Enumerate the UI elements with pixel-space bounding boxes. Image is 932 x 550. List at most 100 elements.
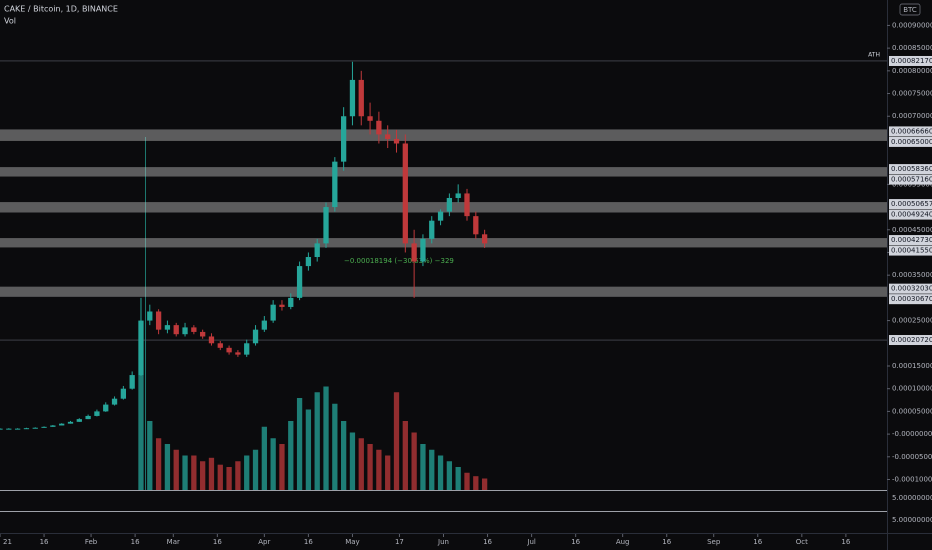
candle-body [191, 327, 197, 332]
volume-bar [464, 472, 470, 490]
level-label-box [889, 126, 932, 137]
level-label: 0.00065000 [891, 138, 932, 146]
x-tick-label: 16 [483, 538, 492, 546]
candle-body [226, 347, 232, 353]
level-label: 0.00066660 [891, 127, 932, 135]
volume-bar [323, 386, 329, 490]
candle-body [437, 211, 444, 221]
x-tick-label: Oct [796, 538, 808, 546]
candle-body [279, 304, 285, 307]
y-tick-label: 0.00015000 [892, 362, 932, 370]
volume-label: Vol [4, 17, 16, 26]
y-tick-label: 0.00085000 [892, 44, 932, 52]
candle-body [129, 375, 135, 389]
candle-body [393, 138, 400, 144]
volume-bar [252, 449, 259, 490]
currency[interactable]: BTC [903, 6, 917, 14]
zone [0, 238, 887, 248]
volume-bar [402, 421, 408, 490]
candle-body [14, 428, 21, 430]
candle-body [385, 134, 391, 139]
level-label: 0.00058360 [891, 165, 932, 173]
candle-body [111, 398, 118, 405]
y-tick-label: -0.00010000 [892, 476, 932, 484]
volume-bar [340, 421, 347, 490]
ath-label: ATH [868, 51, 880, 58]
level-label-box [889, 55, 932, 66]
volume-bar [191, 455, 197, 490]
candle-body [164, 325, 171, 330]
level-label: 0.00050657 [891, 200, 932, 208]
y-tick-label: -0.00005000 [892, 453, 932, 461]
candle-body [200, 331, 206, 337]
candle-body [411, 243, 417, 262]
candle-body [41, 426, 47, 428]
candle-body [120, 388, 127, 399]
level-label: 0.00042730 [891, 236, 932, 244]
candle-body [446, 197, 453, 212]
level-label-box [889, 174, 932, 185]
candle-body [208, 336, 215, 344]
x-tick-label: Feb [85, 538, 98, 546]
volume-bar [473, 476, 479, 490]
candle-body [473, 216, 479, 235]
volume-bar [279, 444, 285, 490]
level-label-box [889, 199, 932, 210]
x-tick-label: 16 [213, 538, 222, 546]
volume-bar [173, 449, 179, 490]
candle-body [67, 421, 74, 424]
candle-body [261, 320, 267, 330]
zone [0, 286, 887, 297]
candle-body [305, 257, 312, 267]
x-tick-label: 16 [662, 538, 671, 546]
volume-bar [164, 444, 171, 490]
volume-bar [429, 449, 435, 490]
candle-body [464, 193, 470, 217]
candle-body [59, 423, 65, 426]
y-tick-label: 0.00070000 [892, 112, 932, 120]
level-label: 0.00049240 [891, 211, 932, 219]
candle-body [340, 116, 347, 162]
candle-body [23, 428, 30, 430]
level-label: 0.00082170 [891, 57, 932, 65]
volume-bar [261, 426, 267, 490]
volume-bar [200, 461, 206, 490]
zone [0, 202, 887, 213]
volume-bar [147, 421, 153, 490]
level-label: 0.00020720 [891, 336, 932, 344]
y-tick-label: 0.00025000 [892, 317, 932, 325]
candle-body [288, 297, 294, 307]
level-label-box [889, 294, 932, 305]
candle-body [455, 193, 461, 198]
candle-body [32, 427, 38, 429]
x-tick-label: 16 [571, 538, 580, 546]
currency-box[interactable] [899, 3, 921, 16]
candle-body [50, 425, 56, 427]
candle-body [296, 266, 303, 298]
candle-body [429, 220, 435, 239]
candle-body [420, 238, 426, 262]
candle-body [252, 329, 259, 344]
volume-bar [155, 438, 162, 490]
volume-bar [332, 403, 338, 490]
x-tick-label: Apr [258, 538, 270, 546]
candle-body [314, 243, 320, 258]
volume-bar [437, 455, 444, 490]
lower-pane-label: 5.00000000 [892, 494, 932, 502]
candle-body [402, 143, 408, 244]
candle-body [94, 411, 100, 416]
candle-body [235, 352, 241, 355]
volume-bar [376, 449, 382, 490]
volume-bar [235, 461, 241, 490]
y-tick-label: 0.00080000 [892, 67, 932, 75]
level-label: 0.00057160 [891, 176, 932, 184]
level-label-box [889, 164, 932, 175]
volume-bar [481, 478, 488, 490]
candle-body [85, 415, 91, 420]
volume-bar [455, 467, 461, 490]
volume-bar [296, 398, 303, 490]
x-tick-label: 16 [40, 538, 49, 546]
candle-body [481, 234, 488, 244]
candle-body [138, 320, 144, 376]
